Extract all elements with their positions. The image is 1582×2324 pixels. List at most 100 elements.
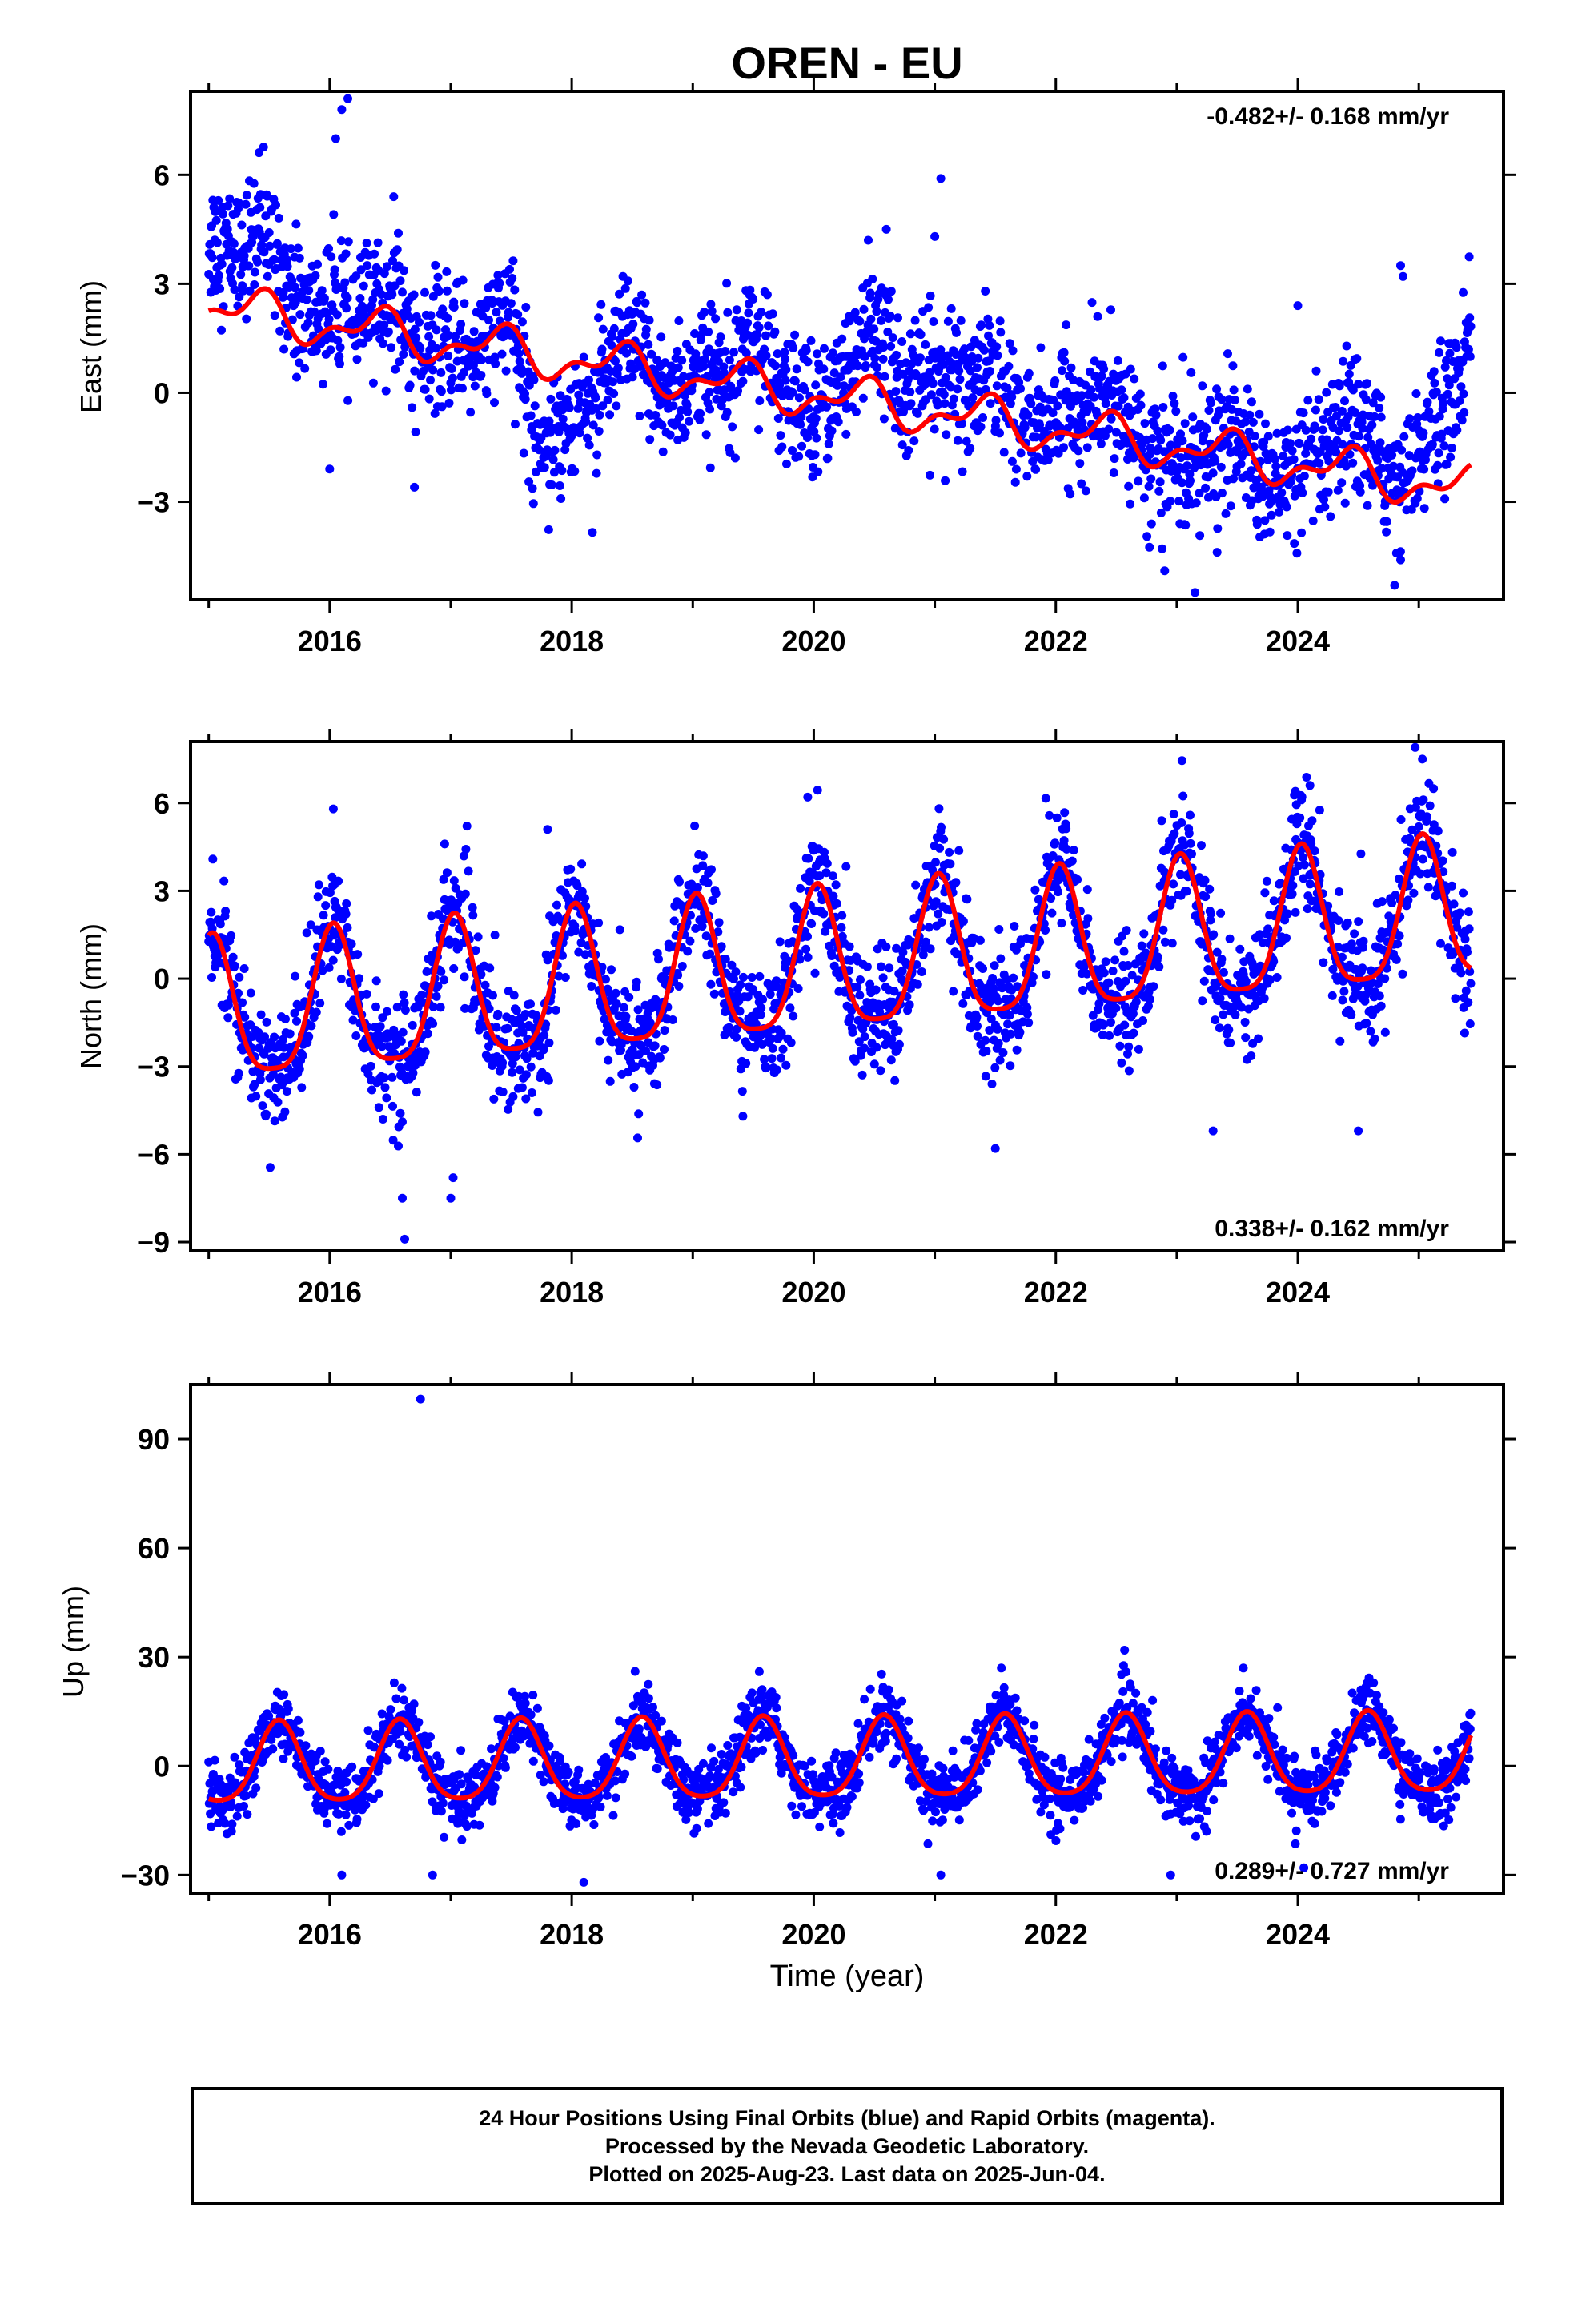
east-point	[584, 440, 594, 450]
north-point	[935, 843, 945, 853]
up-point	[368, 1794, 378, 1803]
north-point	[729, 974, 738, 983]
east-point	[436, 368, 446, 377]
east-point	[274, 213, 283, 223]
north-point	[982, 1047, 991, 1056]
east-point	[1323, 487, 1333, 497]
east-point	[1345, 449, 1355, 459]
east-point	[1395, 547, 1405, 557]
north-point	[270, 1032, 279, 1042]
east-point	[359, 281, 368, 291]
north-point	[1066, 903, 1075, 913]
east-point	[1176, 453, 1186, 463]
east-point	[326, 345, 335, 355]
east-point	[1343, 423, 1352, 432]
east-point	[949, 394, 958, 404]
north-point	[990, 1144, 1000, 1153]
north-point	[913, 979, 922, 989]
east-point	[1424, 407, 1434, 416]
north-point	[768, 1043, 777, 1053]
north-point	[371, 1002, 380, 1011]
east-point	[1389, 461, 1398, 471]
east-point	[1180, 419, 1190, 428]
east-point	[1158, 361, 1167, 371]
north-point	[937, 822, 946, 832]
east-fit-line	[207, 286, 1472, 505]
north-point	[1354, 917, 1363, 927]
east-point	[508, 256, 518, 266]
north-point	[738, 1112, 748, 1121]
north-point	[587, 982, 596, 991]
east-point	[1354, 380, 1363, 389]
north-point	[924, 923, 934, 932]
east-point	[311, 271, 320, 280]
east-point	[389, 192, 399, 202]
east-point	[966, 444, 975, 453]
east-point	[420, 384, 430, 394]
east-point	[295, 310, 305, 320]
north-point	[813, 786, 822, 795]
east-point	[685, 416, 694, 426]
east-point	[1307, 434, 1316, 444]
north-point	[1054, 887, 1062, 897]
east-point	[1459, 287, 1468, 297]
north-point	[714, 918, 724, 927]
east-point	[1134, 476, 1143, 486]
north-point	[1041, 794, 1050, 803]
east-point	[451, 332, 460, 341]
north-point	[1198, 996, 1207, 1006]
north-point	[460, 1003, 470, 1013]
east-point	[1358, 424, 1367, 433]
north-point	[311, 1007, 321, 1017]
up-point	[323, 1764, 333, 1774]
east-point	[706, 300, 716, 309]
east-point	[930, 231, 940, 241]
east-point	[501, 366, 511, 376]
north-point	[1380, 974, 1390, 983]
east-point	[517, 368, 527, 378]
east-point	[1419, 464, 1429, 474]
east-point	[1204, 406, 1214, 415]
north-point	[973, 1021, 982, 1031]
east-point	[1250, 432, 1259, 440]
east-point	[1010, 477, 1020, 487]
north-point	[1350, 929, 1359, 939]
north-point	[484, 1004, 494, 1014]
north-point	[958, 999, 968, 1008]
north-point	[439, 875, 448, 884]
east-point	[797, 412, 806, 421]
east-point	[1104, 424, 1114, 434]
up-point	[293, 1715, 303, 1725]
north-point	[1062, 844, 1071, 854]
east-point	[1308, 516, 1318, 525]
east-point	[701, 430, 711, 440]
east-point	[780, 348, 789, 357]
east-point	[1407, 466, 1417, 476]
north-point	[539, 1045, 548, 1055]
east-point	[1135, 389, 1145, 399]
east-point	[958, 419, 966, 428]
east-point	[705, 404, 715, 414]
up-point	[334, 1809, 343, 1819]
east-point	[953, 436, 962, 445]
east-point	[363, 261, 372, 271]
east-point	[628, 372, 637, 382]
east-point	[673, 363, 683, 372]
east-point	[272, 239, 282, 248]
north-point	[1059, 836, 1069, 846]
east-point	[550, 445, 560, 455]
up-point	[358, 1790, 367, 1799]
north-point	[1157, 816, 1166, 826]
north-point	[1414, 822, 1423, 831]
up-point	[389, 1678, 399, 1687]
east-point	[749, 295, 758, 304]
east-point	[995, 428, 1004, 438]
north-point	[832, 899, 841, 908]
east-point	[651, 411, 661, 420]
north-point	[1052, 813, 1062, 822]
east-point	[669, 401, 678, 411]
east-point	[711, 314, 721, 324]
east-point	[1348, 458, 1358, 468]
north-point	[511, 1052, 520, 1062]
north-point	[230, 961, 239, 971]
